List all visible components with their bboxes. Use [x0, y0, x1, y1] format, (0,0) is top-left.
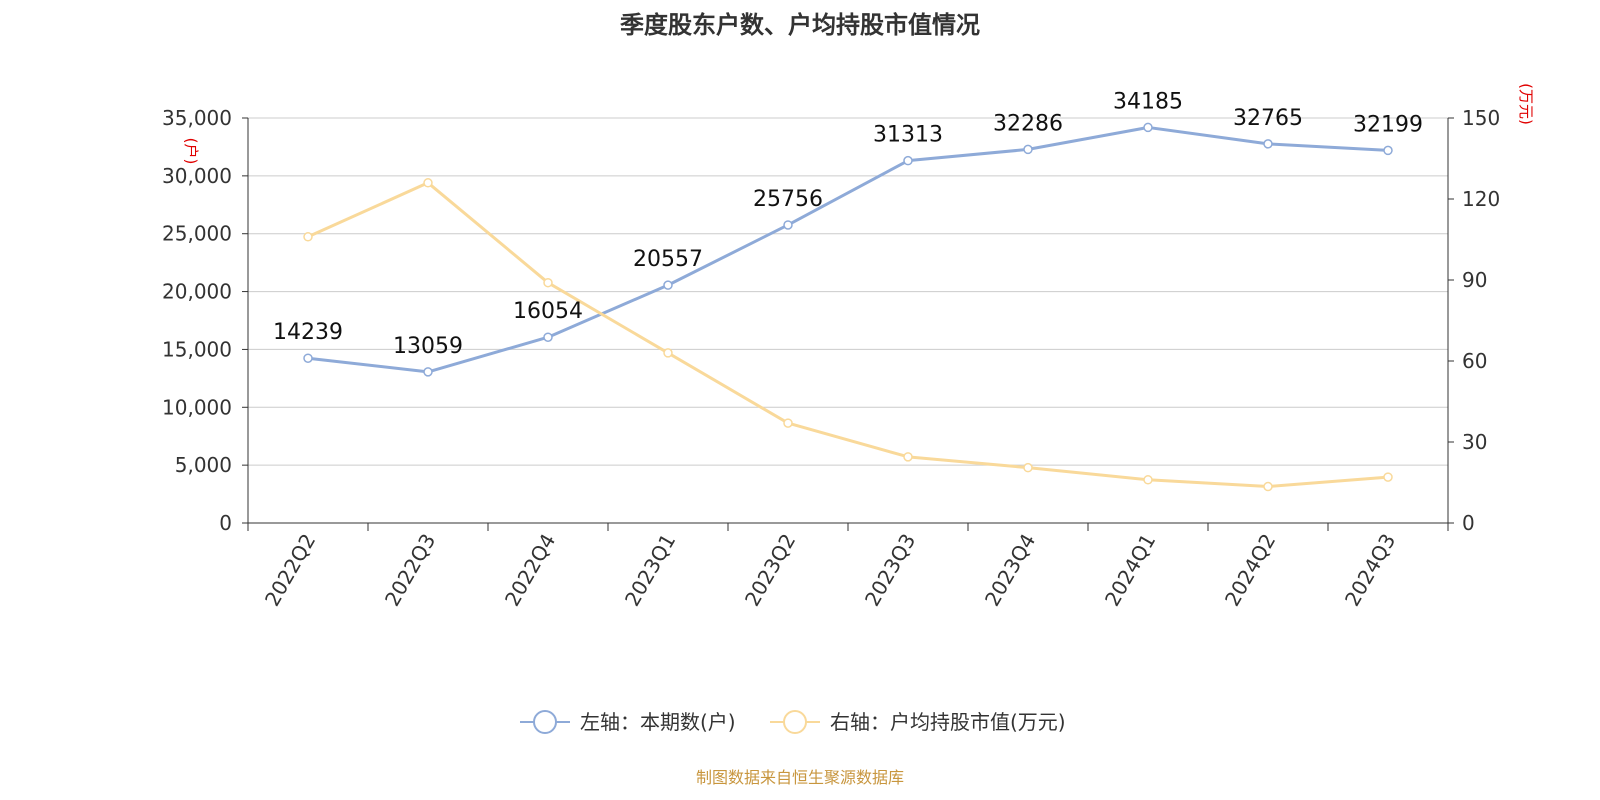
axes: 0 5,000 10,000 15,000 20,000 25,000 30,000 35,0…	[162, 83, 1535, 610]
x-tick-label: 2023Q1	[620, 530, 680, 611]
data-label: 32199	[1353, 112, 1423, 137]
data-point	[1383, 145, 1393, 156]
x-tick-label: 2023Q2	[740, 530, 800, 611]
left-tick-label: 5,000	[175, 453, 232, 477]
right-tick-label: 120	[1462, 187, 1500, 211]
x-tick-label: 2024Q3	[1340, 530, 1400, 611]
data-label: 31313	[873, 123, 943, 148]
data-point	[1143, 122, 1153, 133]
data-point	[1263, 481, 1273, 492]
data-point	[903, 452, 913, 462]
series-lines	[303, 122, 1393, 492]
data-point	[1023, 144, 1033, 155]
data-label: 13059	[393, 334, 463, 359]
x-tick-label: 2024Q1	[1100, 530, 1160, 611]
right-tick-label: 30	[1462, 430, 1487, 454]
x-tick-label: 2023Q4	[980, 530, 1040, 611]
data-label: 32765	[1233, 106, 1303, 131]
x-tick-label: 2022Q2	[260, 530, 320, 611]
data-labels: 14239 13059 16054 20557 25756 31313 32286 34185…	[273, 89, 1423, 358]
legend-label: 右轴：户均持股市值(万元)	[830, 710, 1066, 734]
data-label: 14239	[273, 320, 343, 345]
source-note: 制图数据来自恒生聚源数据库	[696, 768, 904, 787]
data-label: 20557	[633, 247, 703, 272]
data-point	[783, 418, 793, 428]
data-point	[783, 220, 793, 230]
data-label: 32286	[993, 111, 1063, 136]
left-tick-label: 30,000	[162, 164, 232, 188]
x-tick-label: 2023Q3	[860, 530, 920, 611]
left-tick-label: 35,000	[162, 106, 232, 130]
left-axis-unit: (户)	[182, 138, 200, 165]
left-tick-label: 10,000	[162, 395, 232, 419]
right-tick-label: 60	[1462, 349, 1487, 373]
data-point	[543, 277, 553, 288]
x-tick-label: 2024Q2	[1220, 530, 1280, 611]
data-point	[423, 367, 433, 377]
left-tick-label: 20,000	[162, 280, 232, 304]
data-point	[1023, 462, 1033, 473]
data-label: 16054	[513, 299, 583, 324]
data-point	[423, 178, 433, 188]
data-point	[543, 332, 553, 342]
legend[interactable]: 左轴：本期数(户) 右轴：户均持股市值(万元)	[520, 710, 1066, 734]
data-point	[1383, 472, 1393, 482]
legend-marker	[533, 710, 557, 734]
grid-lines	[248, 117, 1448, 466]
left-tick-label: 15,000	[162, 337, 232, 361]
data-point	[663, 348, 673, 358]
legend-item[interactable]: 左轴：本期数(户)	[520, 710, 736, 734]
left-tick-label: 25,000	[162, 222, 232, 246]
left-tick-label: 0	[219, 511, 232, 535]
x-tick-label: 2022Q3	[380, 530, 440, 611]
chart-title: 季度股东户数、户均持股市值情况	[620, 11, 980, 39]
right-tick-label: 90	[1462, 268, 1487, 292]
data-label: 34185	[1113, 89, 1183, 114]
series-line	[307, 181, 1389, 489]
right-tick-label: 0	[1462, 511, 1475, 535]
data-point	[1263, 139, 1273, 149]
data-point	[903, 155, 913, 166]
legend-label: 左轴：本期数(户)	[580, 710, 736, 734]
series-line	[307, 125, 1389, 374]
legend-item[interactable]: 右轴：户均持股市值(万元)	[770, 710, 1066, 734]
data-point	[303, 232, 313, 242]
right-tick-label: 150	[1462, 106, 1500, 130]
data-label: 25756	[753, 187, 823, 212]
x-tick-label: 2022Q4	[500, 530, 560, 611]
data-point	[303, 353, 313, 363]
data-point	[663, 280, 673, 290]
data-point	[1143, 475, 1153, 485]
right-axis-unit: (万元)	[1517, 83, 1535, 125]
legend-marker	[783, 710, 807, 734]
